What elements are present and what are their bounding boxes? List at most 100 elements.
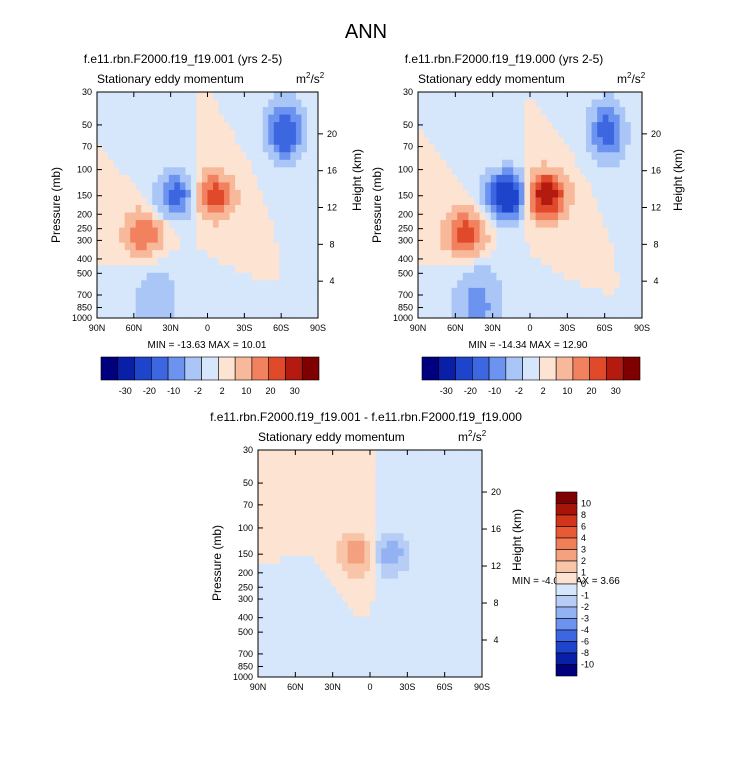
heatmap-cell	[130, 129, 137, 138]
heatmap-cell	[301, 114, 308, 123]
heatmap-cell	[302, 533, 309, 542]
heatmap-cell	[235, 220, 242, 229]
heatmap-cell	[496, 310, 503, 318]
heatmap-cell	[426, 661, 433, 671]
heatmap-cell	[462, 295, 469, 304]
heatmap-cell	[375, 578, 382, 587]
heatmap-cell	[207, 197, 214, 206]
heatmap-cell	[398, 608, 405, 618]
heatmap-cell	[308, 502, 315, 512]
panel-2-ylabel-right: Height (km)	[671, 149, 685, 211]
heatmap-cell	[141, 129, 148, 138]
heatmap-cell	[263, 502, 270, 512]
heatmap-cell	[457, 144, 464, 153]
heatmap-cell	[269, 540, 276, 549]
heatmap-cell	[312, 174, 318, 183]
heatmap-cell	[330, 608, 337, 618]
heatmap-cell	[426, 487, 433, 496]
heatmap-cell	[269, 571, 276, 580]
heatmap-cell	[342, 540, 349, 549]
heatmap-cell	[470, 555, 477, 565]
heatmap-cell	[619, 189, 626, 199]
heatmap-cell	[179, 92, 187, 101]
heatmap-cell	[459, 472, 466, 481]
heatmap-cell	[465, 624, 472, 633]
heatmap-cell	[614, 265, 621, 274]
heatmap-cell	[229, 174, 236, 183]
heatmap-cell	[325, 646, 332, 655]
heatmap-cell	[474, 159, 481, 168]
heatmap-cell	[448, 631, 455, 640]
heatmap-cell	[251, 205, 258, 214]
heatmap-cell	[280, 495, 287, 504]
heatmap-cell	[434, 287, 441, 296]
heatmap-cell	[429, 280, 436, 289]
heatmap-cell	[442, 654, 449, 663]
colorbar-label: -20	[464, 386, 477, 396]
heatmap-cell	[342, 472, 349, 481]
heatmap-cell	[569, 235, 576, 244]
heatmap-cell	[251, 92, 258, 101]
heatmap-cell	[375, 518, 382, 527]
heatmap-cell	[434, 295, 441, 304]
heatmap-cell	[196, 212, 203, 221]
heatmap-cell	[179, 189, 187, 199]
heatmap-cell	[462, 159, 469, 168]
heatmap-cell	[462, 302, 469, 312]
heatmap-cell	[409, 601, 416, 610]
heatmap-cell	[257, 302, 264, 312]
heatmap-cell	[574, 272, 581, 281]
heatmap-cell	[470, 639, 477, 648]
heatmap-cell	[168, 265, 175, 274]
heatmap-cell	[190, 137, 198, 146]
heatmap-cell	[168, 182, 175, 191]
heatmap-cell	[479, 167, 486, 176]
heatmap-cell	[280, 555, 287, 565]
heatmap-cell	[558, 114, 565, 123]
heatmap-cell	[630, 295, 637, 304]
heatmap-cell	[213, 212, 220, 221]
heatmap-cell	[454, 457, 461, 466]
heatmap-cell	[496, 174, 503, 183]
heatmap-cell	[535, 287, 542, 296]
heatmap-cell	[279, 122, 286, 131]
heatmap-cell	[251, 159, 258, 168]
heatmap-cell	[291, 563, 298, 572]
heatmap-cell	[130, 159, 137, 168]
heatmap-cell	[442, 548, 449, 557]
heatmap-cell	[196, 265, 203, 274]
heatmap-cell	[490, 212, 497, 221]
heatmap-cell	[569, 242, 576, 251]
heatmap-cell	[423, 272, 430, 281]
heatmap-cell	[440, 257, 447, 266]
heatmap-cell	[479, 129, 486, 138]
heatmap-cell	[465, 608, 472, 618]
heatmap-cell	[235, 107, 242, 116]
heatmap-cell	[619, 227, 626, 236]
heatmap-cell	[213, 242, 220, 251]
heatmap-cell	[496, 235, 503, 244]
heatmap-cell	[459, 525, 466, 534]
heatmap-cell	[524, 174, 531, 183]
heatmap-cell	[251, 189, 258, 199]
heatmap-cell	[524, 137, 531, 146]
heatmap-cell	[414, 465, 421, 474]
panel-1-axes: 90N 60N 30N 0 30S 60S 90S305070100150200250300…	[72, 87, 337, 333]
heatmap-cell	[608, 265, 615, 274]
heatmap-cell	[541, 310, 548, 318]
heatmap-cell	[546, 137, 553, 146]
heatmap-cell	[291, 472, 298, 481]
heatmap-cell	[119, 189, 126, 199]
heatmap-cell	[218, 295, 225, 304]
heatmap-cell	[614, 257, 621, 266]
heatmap-cell	[347, 495, 354, 504]
heatmap-cell	[130, 174, 137, 183]
heatmap-cell	[201, 250, 209, 259]
heatmap-cell	[496, 265, 503, 274]
heatmap-cell	[286, 540, 293, 549]
heatmap-cell	[459, 540, 466, 549]
heatmap-cell	[353, 639, 360, 648]
heatmap-cell	[113, 250, 120, 259]
heatmap-cell	[301, 197, 308, 206]
heatmap-cell	[302, 457, 309, 466]
